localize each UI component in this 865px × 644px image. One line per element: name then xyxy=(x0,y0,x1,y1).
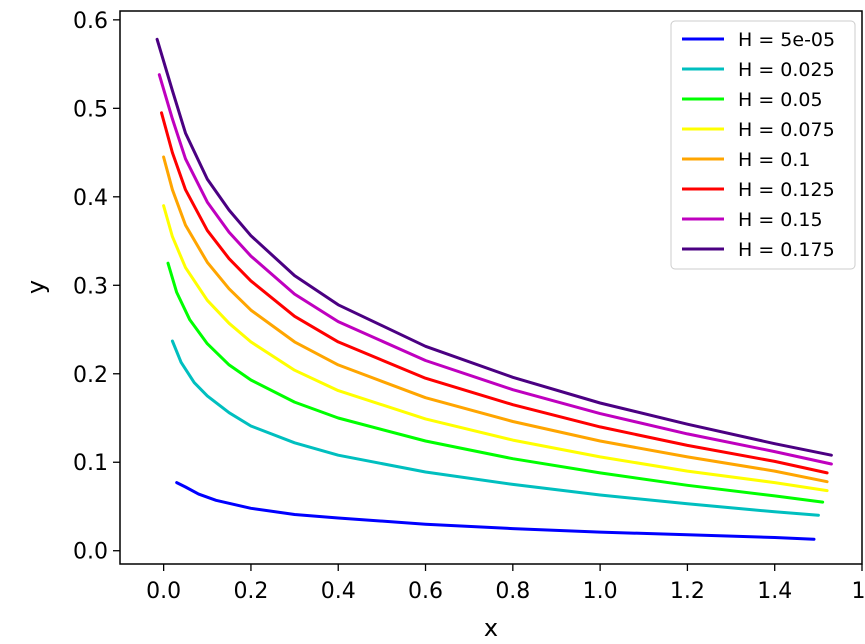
series-line-2 xyxy=(166,261,825,504)
legend-label: H = 0.15 xyxy=(738,209,823,231)
x-tick-label: 1. xyxy=(852,579,865,604)
series-line-6 xyxy=(157,73,833,466)
y-tick-label: 0.3 xyxy=(73,274,108,299)
x-tick-label: 0.8 xyxy=(495,579,530,604)
series-line-5 xyxy=(160,111,829,475)
y-tick-label: 0.6 xyxy=(73,9,108,34)
y-tick-label: 0.4 xyxy=(73,186,108,211)
y-tick-label: 0.5 xyxy=(73,97,108,122)
series-line-1 xyxy=(170,339,820,517)
x-tick-label: 1.2 xyxy=(670,579,705,604)
y-tick-label: 0.0 xyxy=(73,540,108,565)
series-lines xyxy=(155,37,833,541)
legend-label: H = 0.175 xyxy=(738,239,835,261)
y-axis-label: y xyxy=(22,280,50,294)
x-axis-label: x xyxy=(484,614,498,642)
series-line-7 xyxy=(155,37,833,457)
legend: H = 5e-05 H = 0.025 H = 0.05 H = 0.075 H = 0… xyxy=(670,20,856,270)
legend-label: H = 0.075 xyxy=(738,119,835,141)
series-line-0 xyxy=(175,481,816,541)
x-tick-label: 0.0 xyxy=(146,579,181,604)
x-tick-label: 0.6 xyxy=(408,579,443,604)
x-axis-ticks: 0.0 0.2 0.4 0.6 0.8 1.0 1.2 1.4 1. xyxy=(146,564,865,604)
x-tick-label: 0.4 xyxy=(321,579,356,604)
legend-label: H = 5e-05 xyxy=(738,29,835,51)
legend-label: H = 0.125 xyxy=(738,179,835,201)
plot-area-frame xyxy=(119,10,863,565)
legend-label: H = 0.05 xyxy=(738,89,823,111)
y-tick-label: 0.2 xyxy=(73,363,108,388)
x-tick-label: 1.4 xyxy=(757,579,792,604)
legend-label: H = 0.025 xyxy=(738,59,835,81)
legend-items: H = 5e-05 H = 0.025 H = 0.05 H = 0.075 H = 0… xyxy=(682,29,835,261)
series-line-4 xyxy=(162,155,829,484)
y-tick-label: 0.1 xyxy=(73,451,108,476)
y-axis-ticks: 0.0 0.1 0.2 0.3 0.4 0.5 0.6 xyxy=(73,9,120,565)
legend-label: H = 0.1 xyxy=(738,149,811,171)
x-tick-label: 1.0 xyxy=(583,579,618,604)
series-line-3 xyxy=(162,204,829,493)
legend-box xyxy=(670,20,856,270)
x-tick-label: 0.2 xyxy=(233,579,268,604)
